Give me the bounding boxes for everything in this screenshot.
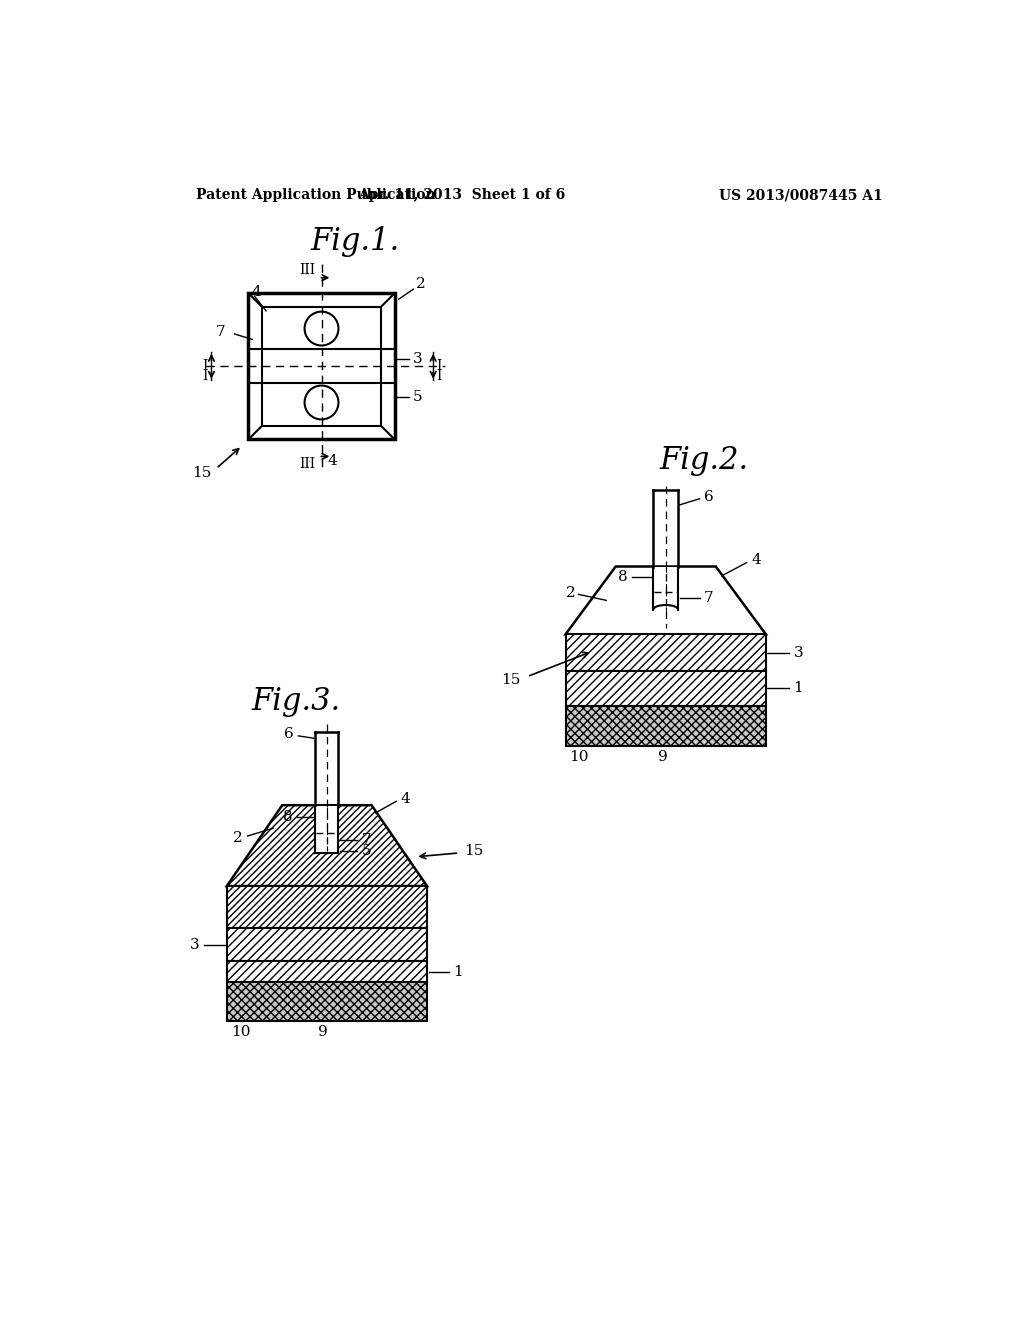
- Text: 7: 7: [216, 326, 225, 339]
- Text: Apr. 11, 2013  Sheet 1 of 6: Apr. 11, 2013 Sheet 1 of 6: [358, 189, 565, 202]
- Text: I: I: [436, 368, 442, 383]
- Text: I: I: [203, 359, 208, 374]
- Text: III: III: [299, 457, 315, 471]
- Text: 2: 2: [232, 830, 243, 845]
- Bar: [315, 807, 339, 853]
- Text: 1: 1: [794, 681, 803, 696]
- Text: Patent Application Publication: Patent Application Publication: [196, 189, 435, 202]
- Text: 7: 7: [705, 591, 714, 605]
- Text: 4: 4: [251, 285, 261, 298]
- Text: 5: 5: [413, 391, 423, 404]
- Text: 15: 15: [464, 845, 483, 858]
- Text: 3: 3: [189, 937, 199, 952]
- Bar: [565, 672, 766, 706]
- Text: 3: 3: [794, 645, 803, 660]
- Text: 6: 6: [705, 490, 714, 504]
- Text: 2: 2: [566, 586, 606, 601]
- Text: 10: 10: [569, 750, 589, 764]
- Bar: [565, 706, 766, 746]
- Bar: [653, 568, 678, 610]
- Text: 8: 8: [283, 809, 292, 824]
- Text: 4: 4: [752, 553, 761, 568]
- Bar: [226, 928, 427, 961]
- Text: 5: 5: [361, 843, 371, 858]
- Text: US 2013/0087445 A1: US 2013/0087445 A1: [719, 189, 883, 202]
- Text: Fig.1.: Fig.1.: [310, 226, 400, 257]
- Text: 7: 7: [361, 833, 371, 847]
- Text: 9: 9: [317, 1024, 328, 1039]
- Text: 15: 15: [193, 466, 211, 480]
- Text: 3: 3: [413, 351, 423, 366]
- Bar: [226, 961, 427, 982]
- Text: I: I: [436, 359, 442, 374]
- Bar: [565, 635, 766, 671]
- Text: 1: 1: [454, 965, 463, 978]
- Text: 9: 9: [658, 750, 668, 764]
- Text: 6: 6: [284, 727, 294, 742]
- Text: I: I: [203, 368, 208, 383]
- Bar: [226, 982, 427, 1020]
- Text: Fig.3.: Fig.3.: [252, 686, 341, 717]
- Polygon shape: [565, 566, 766, 635]
- Polygon shape: [226, 805, 427, 886]
- Text: 10: 10: [230, 1024, 250, 1039]
- Text: 15: 15: [502, 673, 521, 688]
- Text: 2: 2: [398, 277, 426, 300]
- Text: 4: 4: [328, 454, 338, 469]
- Text: III: III: [299, 263, 315, 277]
- Text: 4: 4: [400, 792, 411, 807]
- Bar: [226, 886, 427, 928]
- Text: 8: 8: [617, 569, 628, 583]
- Text: Fig.2.: Fig.2.: [659, 445, 749, 475]
